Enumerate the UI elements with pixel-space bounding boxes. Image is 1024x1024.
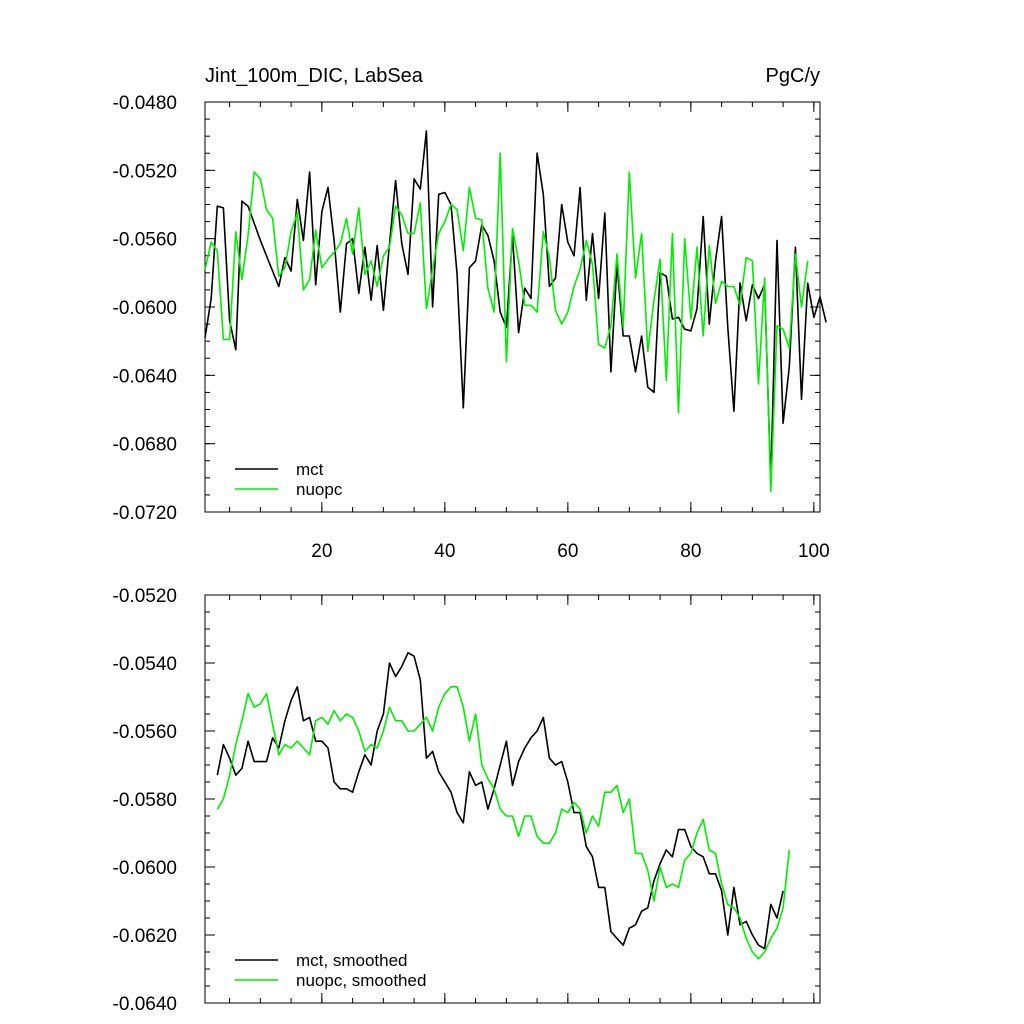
x-tick-label: 20 xyxy=(311,541,332,562)
series-line-mct xyxy=(204,130,827,484)
top-panel: -0.0720 -0.0680 -0.0640 -0.0600 -0.0560 -0.05… xyxy=(113,93,830,562)
legend-label: nuopc, smoothed xyxy=(296,971,426,990)
y-tick-label: -0.0520 xyxy=(113,161,177,182)
y-tick-label: -0.0520 xyxy=(113,586,177,607)
y-tick-label: -0.0720 xyxy=(113,503,177,524)
series-line-nuopc xyxy=(216,685,791,960)
x-tick-label: 60 xyxy=(557,541,578,562)
y-tick-label: -0.0540 xyxy=(113,654,177,675)
x-tick-label: 80 xyxy=(680,541,701,562)
y-tick-label: -0.0560 xyxy=(113,722,177,743)
y-tick-label: -0.0640 xyxy=(113,366,177,387)
y-tick-label: -0.0620 xyxy=(113,926,177,947)
y-tick-label: -0.0600 xyxy=(113,298,177,319)
bottom-panel: -0.0640 -0.0620 -0.0600 -0.0580 -0.0560 -0.05… xyxy=(113,586,821,1015)
legend-label: mct, smoothed xyxy=(296,951,408,970)
x-tick-label: 100 xyxy=(798,541,830,562)
y-tick-label: -0.0480 xyxy=(113,93,177,114)
legend-label: mct xyxy=(296,460,324,479)
series-line-mct xyxy=(216,651,784,950)
chart-title: Jint_100m_DIC, LabSea xyxy=(205,65,424,87)
x-tick-label: 40 xyxy=(434,541,455,562)
y-tick-label: -0.0680 xyxy=(113,435,177,456)
y-tick-label: -0.0580 xyxy=(113,790,177,811)
y-tick-label: -0.0560 xyxy=(113,230,177,251)
y-tick-label: -0.0640 xyxy=(113,994,177,1015)
chart-units: PgC/y xyxy=(766,65,820,87)
plot-frame xyxy=(204,101,821,513)
series-line-nuopc xyxy=(204,152,809,493)
legend-label: nuopc xyxy=(296,480,343,499)
y-tick-label: -0.0600 xyxy=(113,858,177,879)
plot-frame xyxy=(204,594,821,1004)
